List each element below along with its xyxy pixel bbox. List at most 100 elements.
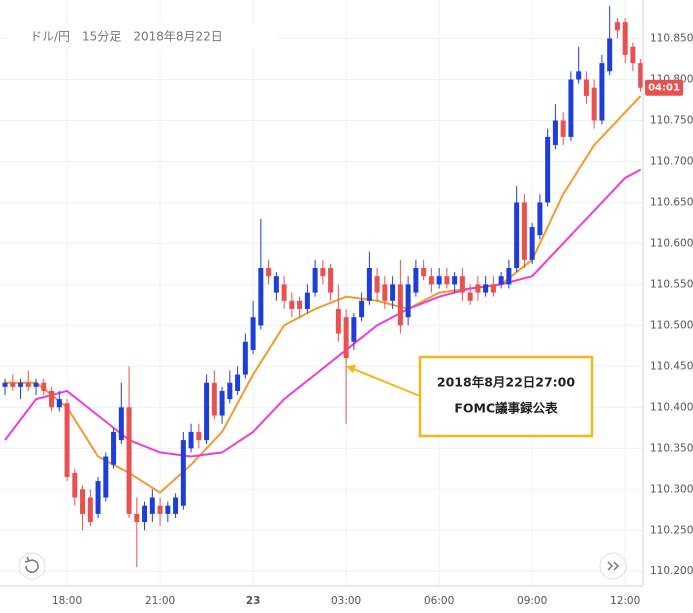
y-tick-label: 110.700 (650, 155, 693, 167)
candle-body (157, 505, 163, 514)
candle-body (320, 268, 326, 277)
candle-body (413, 268, 419, 293)
candle-body (498, 276, 504, 285)
y-tick-label: 110.400 (650, 401, 693, 413)
y-tick-label: 110.750 (650, 114, 693, 126)
candle-body (591, 87, 597, 121)
candle-body (521, 202, 527, 260)
candle-body (506, 268, 512, 285)
candle-body (614, 22, 620, 31)
candle-body (273, 276, 279, 293)
candle-body (312, 268, 318, 293)
candle-body (297, 300, 303, 309)
candle-body (266, 268, 272, 277)
candles (2, 5, 644, 568)
candle-body (638, 63, 644, 88)
candle-body (428, 276, 434, 285)
x-tick-label: 18:00 (52, 595, 82, 607)
candle-body (258, 268, 264, 326)
candle-body (374, 276, 380, 293)
y-tick-label: 110.650 (650, 196, 693, 208)
candle-body (328, 268, 334, 293)
annotation-text: FOMC議事録公表 (454, 401, 558, 416)
candle-body (103, 456, 109, 498)
candle-body (343, 317, 349, 359)
candle-body (390, 284, 396, 301)
candle-body (64, 403, 70, 477)
candle-body (490, 284, 496, 293)
candle-body (545, 136, 551, 203)
candle-body (421, 268, 427, 277)
candle-body (134, 513, 140, 523)
candle-body (529, 227, 535, 260)
reset-button[interactable] (18, 552, 46, 580)
candle-body (560, 120, 566, 137)
candle-body (583, 79, 589, 96)
candle-body (95, 481, 101, 514)
candle-body (173, 497, 179, 514)
x-tick-label: 09:00 (517, 595, 547, 607)
candle-body (227, 382, 233, 400)
candle-body (80, 489, 86, 514)
candle-body (444, 276, 450, 285)
price-label-bg (645, 79, 683, 96)
axes: 110.200 110.250 110.300 110.350 110.400 110.4… (52, 33, 693, 607)
candle-body (10, 382, 16, 387)
candle-body (552, 120, 558, 146)
y-tick-label: 110.250 (650, 524, 693, 536)
candle-body (289, 300, 295, 309)
candle-body (242, 341, 248, 375)
candle-body (211, 382, 217, 416)
candle-body (2, 382, 8, 387)
candle-body (18, 382, 24, 387)
x-tick-label: 12:00 (610, 595, 640, 607)
candle-body (475, 284, 481, 293)
y-tick-label: 110.200 (650, 565, 693, 577)
candle-body (196, 431, 202, 441)
candle-body (142, 505, 148, 523)
candle-body (514, 202, 520, 269)
candle-body (219, 390, 225, 416)
y-tick-label: 110.500 (650, 319, 693, 331)
y-tick-label: 110.350 (650, 442, 693, 454)
candle-body (250, 317, 256, 350)
annotation-arrowhead (346, 364, 357, 374)
candle-body (72, 472, 78, 498)
y-tick-label: 110.300 (650, 483, 693, 495)
candle-body (281, 284, 287, 301)
candle-body (537, 202, 543, 236)
candle-body (335, 308, 341, 334)
title-bg (8, 22, 278, 50)
candle-body (599, 63, 605, 121)
candle-body (126, 407, 132, 514)
candle-body (576, 71, 582, 80)
candle-body (467, 292, 473, 301)
x-tick-label: 03:00 (331, 595, 361, 607)
candle-body (204, 382, 210, 441)
y-tick-label: 110.450 (650, 360, 693, 372)
y-tick-label: 110.600 (650, 237, 693, 249)
candle-body (452, 276, 458, 285)
candle-body (33, 382, 39, 387)
candle-body (87, 497, 93, 523)
candle-body (607, 38, 613, 72)
annotation: 2018年8月22日27:00 FOMC議事録公表 (346, 355, 594, 438)
x-tick-label: 21:00 (145, 595, 175, 607)
candle-body (41, 382, 47, 391)
y-tick-label: 110.550 (650, 278, 693, 290)
candle-body (165, 505, 171, 514)
candle-body (382, 284, 388, 301)
candle-body (483, 284, 489, 293)
candle-body (397, 284, 403, 326)
candle-body (25, 382, 31, 387)
x-tick-label: 06:00 (424, 595, 454, 607)
candle-body (188, 431, 194, 449)
scroll-icon (607, 561, 620, 571)
candle-body (568, 79, 574, 137)
candle-body (56, 399, 62, 408)
y-tick-label: 110.850 (650, 33, 693, 45)
candle-body (180, 440, 186, 506)
price-label: 04:01 (648, 83, 680, 94)
candle-body (630, 46, 636, 64)
